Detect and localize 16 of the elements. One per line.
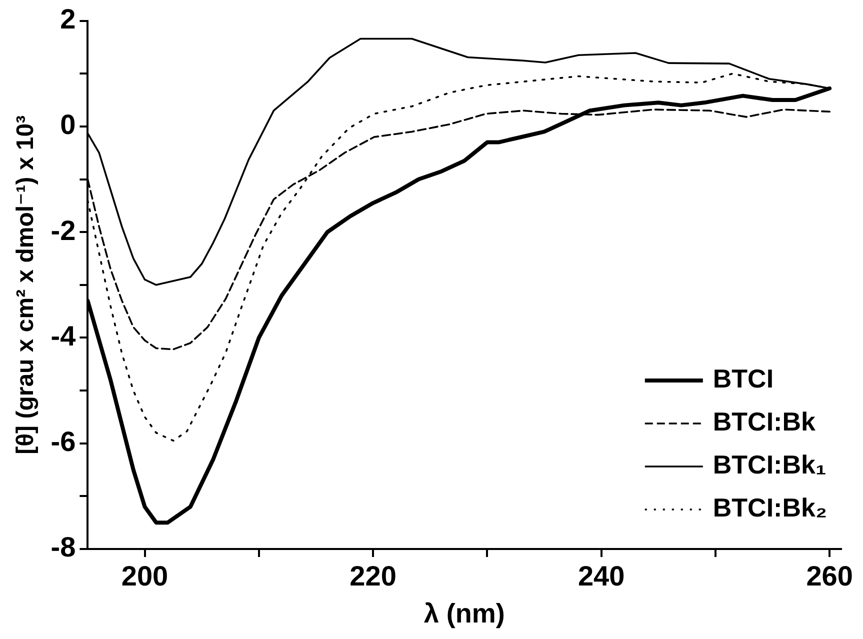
x-tick-label: 240: [578, 560, 625, 592]
legend-label: BTCI:Bk₂: [712, 492, 828, 523]
y-axis-title: [θ] (grau x cm² x dmol⁻¹) x 10³: [12, 115, 40, 454]
legend-label: BTCI:Bk₁: [712, 450, 826, 480]
x-tick-label: 260: [806, 560, 853, 592]
x-tick-label: 220: [350, 560, 396, 592]
x-tick-label: 200: [121, 560, 168, 592]
y-tick-label: 2: [60, 4, 76, 35]
legend-label: BTCI:Bk: [712, 406, 816, 437]
x-axis-title: λ (nm): [424, 598, 505, 628]
y-tick-label: 0: [60, 109, 76, 140]
legend-label: BTCI: [712, 364, 774, 394]
y-tick-label: -8: [50, 532, 76, 563]
y-tick-label: -4: [50, 320, 76, 352]
y-tick-label: -2: [50, 214, 76, 246]
y-tick-label: -6: [50, 426, 76, 458]
